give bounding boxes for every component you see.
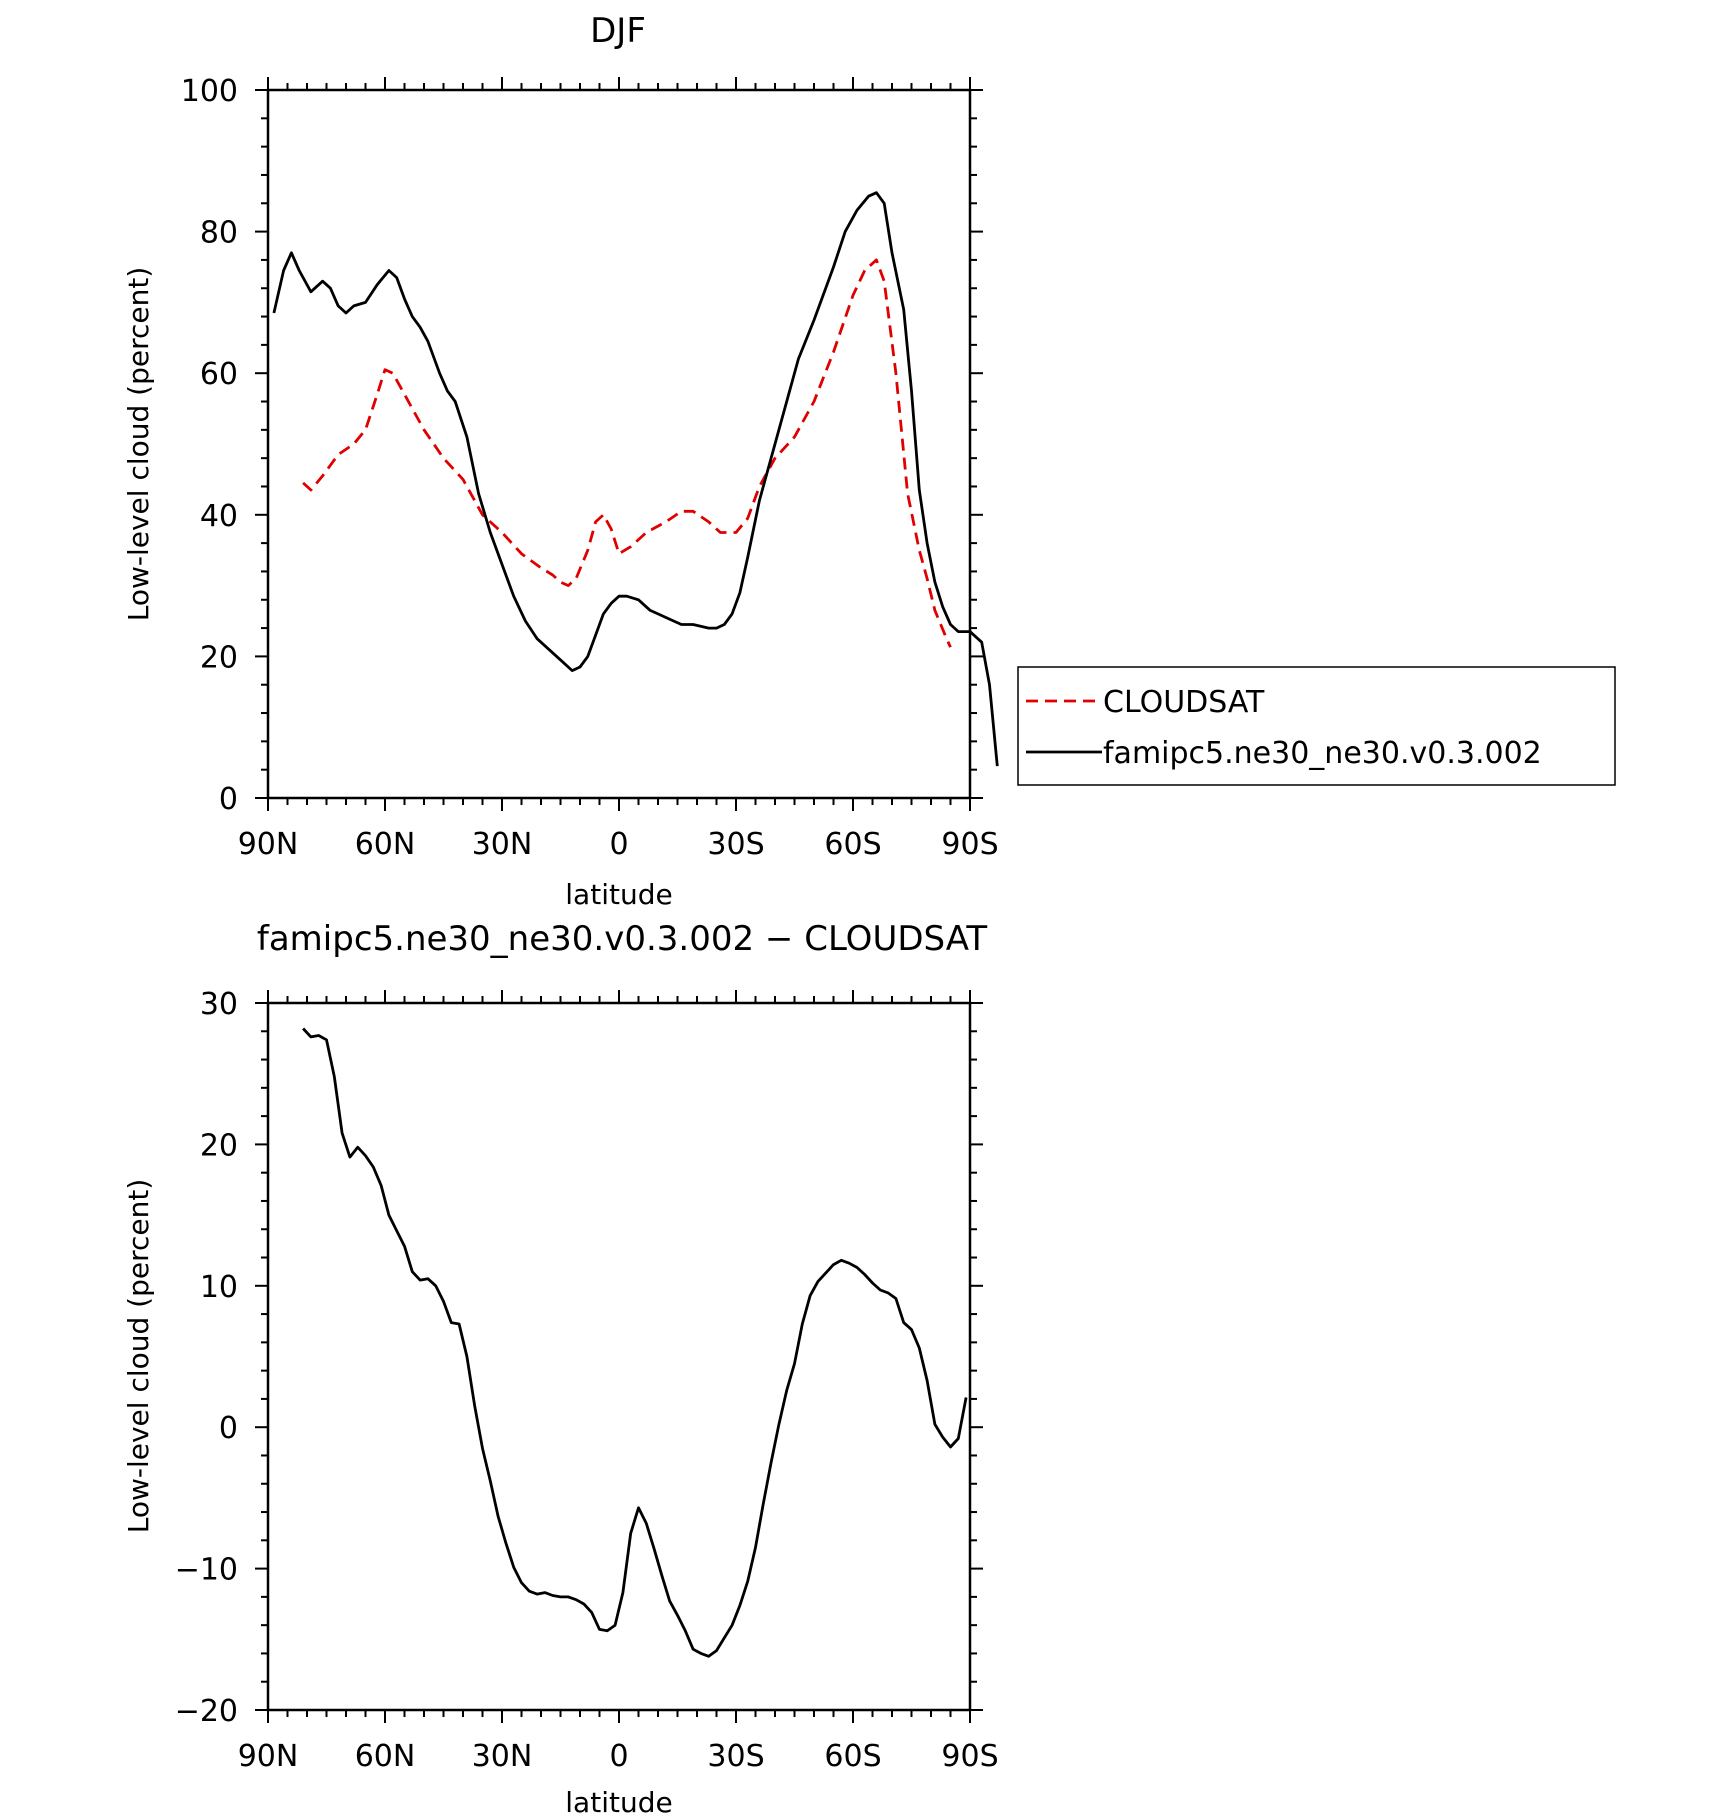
bottom-plot-frame [266, 1001, 972, 1712]
bottom-y-tick-label: 20 [200, 1128, 238, 1163]
top-y-axis-label: Low-level cloud (percent) [122, 267, 155, 622]
legend-box [1017, 666, 1616, 786]
bottom-y-tick-label: −10 [175, 1553, 238, 1588]
legend-label-cloudsat: CLOUDSAT [1103, 685, 1265, 720]
bottom-y-tick-label: 30 [200, 987, 238, 1022]
top-tick-labels: 90N 60N 30N 0 30S 60S 90S 0 20 40 60 80 100 [181, 74, 999, 862]
bottom-series-layer [302, 1027, 968, 1658]
top-x-tick-label: 60S [824, 827, 881, 862]
bottom-x-tick-label: 60S [824, 1739, 881, 1774]
bottom-tick-labels: 90N 60N 30N 0 30S 60S 90S −20 −10 0 10 20 30 [175, 987, 999, 1774]
top-panel: DJF 90N 60N 30N 0 30S 60S 90S 0 20 40 60 80 100 lati… [122, 11, 999, 911]
bottom-x-tick-label: 90N [238, 1739, 299, 1774]
top-ticks [255, 77, 983, 811]
bottom-x-axis-label: latitude [565, 1786, 672, 1816]
bottom-chart-title: famipc5.ne30_ne30.v0.3.002 − CLOUDSAT [257, 919, 987, 959]
top-x-tick-label: 90N [238, 827, 299, 862]
top-y-tick-label: 80 [200, 216, 238, 251]
bottom-x-tick-label: 30N [472, 1739, 533, 1774]
bottom-x-tick-label: 30S [707, 1739, 764, 1774]
top-series-layer [272, 191, 999, 767]
bottom-x-tick-label: 60N [355, 1739, 416, 1774]
legend-label-model: famipc5.ne30_ne30.v0.3.002 [1103, 736, 1542, 771]
bottom-x-tick-label: 0 [609, 1739, 628, 1774]
bottom-panel: famipc5.ne30_ne30.v0.3.002 − CLOUDSAT 90… [122, 919, 999, 1816]
top-x-tick-label: 30S [707, 827, 764, 862]
top-y-tick-label: 40 [200, 499, 238, 534]
top-y-tick-label: 0 [219, 782, 238, 817]
bottom-series-difference [302, 1027, 968, 1658]
bottom-x-tick-label: 90S [941, 1739, 998, 1774]
top-y-tick-label: 60 [200, 357, 238, 392]
top-x-tick-label: 30N [472, 827, 533, 862]
top-x-tick-label: 0 [609, 827, 628, 862]
top-series-famipc5-ne30-ne30-v0-3-002 [272, 191, 999, 767]
legend: CLOUDSAT famipc5.ne30_ne30.v0.3.002 [1017, 666, 1616, 786]
top-y-tick-label: 100 [181, 74, 238, 109]
top-chart-title: DJF [590, 11, 646, 51]
top-y-tick-label: 20 [200, 640, 238, 675]
bottom-y-tick-label: −20 [175, 1694, 238, 1729]
top-series-cloudsat [302, 258, 952, 648]
top-x-tick-label: 60N [355, 827, 416, 862]
bottom-y-axis-label: Low-level cloud (percent) [122, 1179, 155, 1534]
top-plot-frame [266, 88, 972, 800]
top-x-tick-label: 90S [941, 827, 998, 862]
top-x-axis-label: latitude [565, 878, 672, 911]
bottom-y-tick-label: 10 [200, 1270, 238, 1305]
bottom-y-tick-label: 0 [219, 1411, 238, 1446]
